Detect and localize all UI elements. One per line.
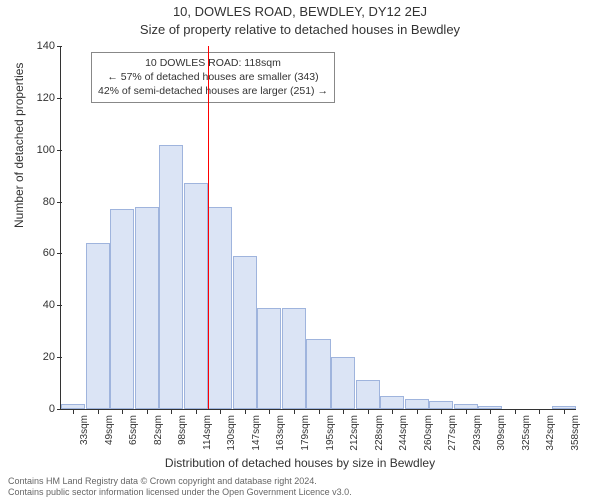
x-tick: 130sqm: [224, 415, 237, 451]
plot-area: 10 DOWLES ROAD: 118sqm ← 57% of detached…: [60, 46, 576, 410]
bar: [380, 396, 404, 409]
x-tick: 342sqm: [543, 415, 556, 451]
x-tick-mark: [319, 409, 320, 414]
y-tick: 100: [37, 144, 61, 156]
x-tick: 98sqm: [175, 415, 188, 445]
footer-line2: Contains public sector information licen…: [8, 487, 352, 498]
x-tick-mark: [343, 409, 344, 414]
bar: [135, 207, 159, 409]
y-tick: 40: [43, 299, 61, 311]
chart-title-line1: 10, DOWLES ROAD, BEWDLEY, DY12 2EJ: [0, 4, 600, 19]
x-tick-mark: [368, 409, 369, 414]
x-tick-mark: [196, 409, 197, 414]
bar: [208, 207, 232, 409]
x-tick-mark: [392, 409, 393, 414]
x-tick: 82sqm: [151, 415, 164, 445]
bar: [233, 256, 257, 409]
y-tick: 80: [43, 196, 61, 208]
bar: [356, 380, 380, 409]
reference-line: [208, 46, 209, 409]
y-tick: 120: [37, 92, 61, 104]
x-tick: 309sqm: [494, 415, 507, 451]
bar: [429, 401, 453, 409]
y-tick: 140: [37, 40, 61, 52]
annotation-line2: ← 57% of detached houses are smaller (34…: [98, 70, 328, 84]
bar: [184, 183, 208, 409]
bar: [282, 308, 306, 409]
x-tick: 358sqm: [568, 415, 581, 451]
x-tick: 195sqm: [323, 415, 336, 451]
x-tick-mark: [515, 409, 516, 414]
annotation-box: 10 DOWLES ROAD: 118sqm ← 57% of detached…: [91, 52, 335, 103]
y-axis-label: Number of detached properties: [12, 63, 26, 228]
x-tick: 147sqm: [249, 415, 262, 451]
bar: [331, 357, 355, 409]
x-tick: 260sqm: [421, 415, 434, 451]
x-tick: 179sqm: [298, 415, 311, 451]
x-tick-mark: [73, 409, 74, 414]
x-tick: 212sqm: [347, 415, 360, 451]
bar: [86, 243, 110, 409]
bar: [405, 399, 429, 409]
x-tick: 33sqm: [77, 415, 90, 445]
x-tick-mark: [122, 409, 123, 414]
x-tick: 277sqm: [445, 415, 458, 451]
chart-title-line2: Size of property relative to detached ho…: [0, 22, 600, 37]
x-tick-mark: [564, 409, 565, 414]
annotation-line1: 10 DOWLES ROAD: 118sqm: [98, 56, 328, 70]
x-tick-mark: [171, 409, 172, 414]
bar: [159, 145, 183, 409]
y-tick: 20: [43, 351, 61, 363]
x-tick-mark: [539, 409, 540, 414]
x-axis-label: Distribution of detached houses by size …: [0, 456, 600, 470]
x-tick-mark: [466, 409, 467, 414]
x-tick: 244sqm: [396, 415, 409, 451]
x-tick: 163sqm: [273, 415, 286, 451]
bar: [110, 209, 134, 409]
x-tick: 65sqm: [126, 415, 139, 445]
x-tick: 293sqm: [470, 415, 483, 451]
bar: [306, 339, 330, 409]
x-tick-mark: [147, 409, 148, 414]
annotation-line3: 42% of semi-detached houses are larger (…: [98, 84, 328, 98]
x-tick-mark: [490, 409, 491, 414]
y-tick: 0: [49, 403, 61, 415]
bar: [257, 308, 281, 409]
x-tick-mark: [294, 409, 295, 414]
chart-container: 10, DOWLES ROAD, BEWDLEY, DY12 2EJ Size …: [0, 0, 600, 500]
x-tick: 114sqm: [200, 415, 213, 450]
x-tick-mark: [245, 409, 246, 414]
x-tick-mark: [269, 409, 270, 414]
x-tick: 325sqm: [519, 415, 532, 451]
x-tick: 49sqm: [102, 415, 115, 445]
x-tick-mark: [220, 409, 221, 414]
footer-attribution: Contains HM Land Registry data © Crown c…: [8, 476, 352, 499]
x-tick-mark: [417, 409, 418, 414]
x-tick: 228sqm: [372, 415, 385, 451]
footer-line1: Contains HM Land Registry data © Crown c…: [8, 476, 352, 487]
x-tick-mark: [441, 409, 442, 414]
y-tick: 60: [43, 247, 61, 259]
x-tick-mark: [98, 409, 99, 414]
